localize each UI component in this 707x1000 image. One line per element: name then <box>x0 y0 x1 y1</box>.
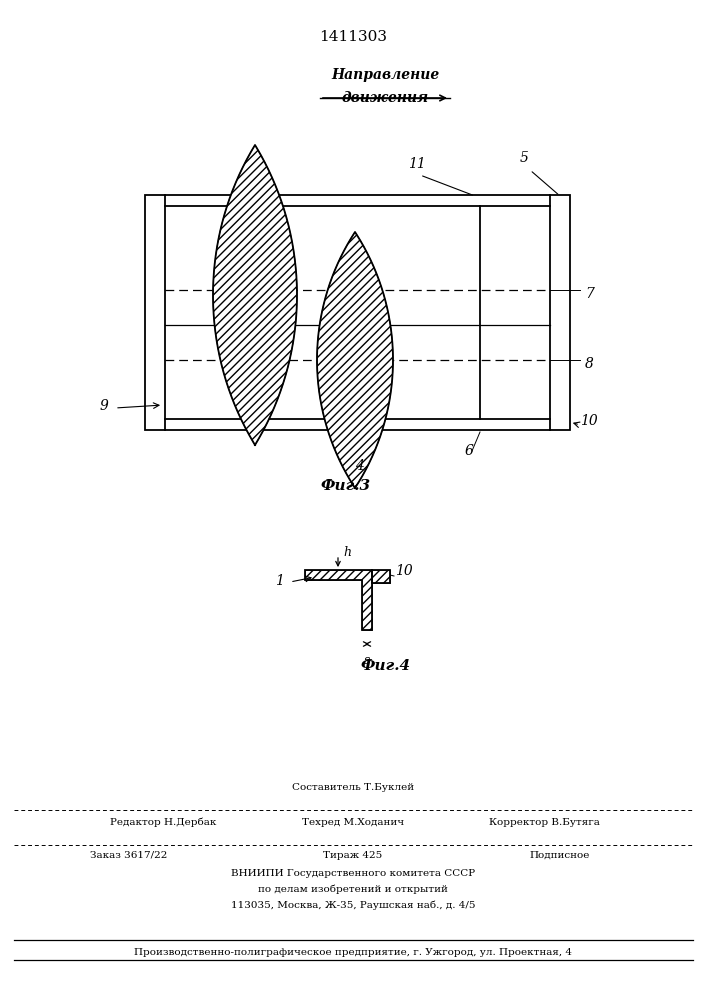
Text: 1411303: 1411303 <box>319 30 387 44</box>
Text: 7: 7 <box>585 287 594 301</box>
Text: Тираж 425: Тираж 425 <box>323 851 382 860</box>
Text: 1: 1 <box>275 574 284 588</box>
Text: 9: 9 <box>100 399 109 413</box>
Text: 5: 5 <box>520 151 529 165</box>
Polygon shape <box>317 232 393 488</box>
Text: Производственно-полиграфическое предприятие, г. Ужгород, ул. Проектная, 4: Производственно-полиграфическое предприя… <box>134 948 572 957</box>
Text: 6: 6 <box>465 444 474 458</box>
Text: Составитель Т.Буклей: Составитель Т.Буклей <box>292 783 414 792</box>
Polygon shape <box>372 570 390 583</box>
Bar <box>550 195 570 430</box>
Text: Направление: Направление <box>331 68 439 82</box>
Text: Корректор В.Бутяга: Корректор В.Бутяга <box>489 818 600 827</box>
Text: h: h <box>343 546 351 558</box>
Text: Заказ 3617/22: Заказ 3617/22 <box>90 851 168 860</box>
Text: Фиг.4: Фиг.4 <box>360 659 410 673</box>
Polygon shape <box>213 145 297 445</box>
Text: Техред М.Ходанич: Техред М.Ходанич <box>302 818 404 827</box>
Text: по делам изобретений и открытий: по делам изобретений и открытий <box>258 884 448 894</box>
Text: 10: 10 <box>395 564 413 578</box>
Text: 11: 11 <box>408 157 426 171</box>
Text: 10: 10 <box>580 414 597 428</box>
Text: движения: движения <box>341 91 428 105</box>
Text: s: s <box>364 654 370 667</box>
Text: 4: 4 <box>355 459 364 473</box>
Text: Подписное: Подписное <box>530 851 590 860</box>
Polygon shape <box>305 570 372 630</box>
Text: ВНИИПИ Государственного комитета СССР: ВНИИПИ Государственного комитета СССР <box>231 869 475 878</box>
Text: 113035, Москва, Ж-35, Раушская наб., д. 4/5: 113035, Москва, Ж-35, Раушская наб., д. … <box>230 900 475 910</box>
Text: Редактор Н.Дербак: Редактор Н.Дербак <box>110 818 216 827</box>
Text: 8: 8 <box>585 357 594 371</box>
Bar <box>145 195 165 430</box>
Text: Фиг.3: Фиг.3 <box>320 479 370 493</box>
